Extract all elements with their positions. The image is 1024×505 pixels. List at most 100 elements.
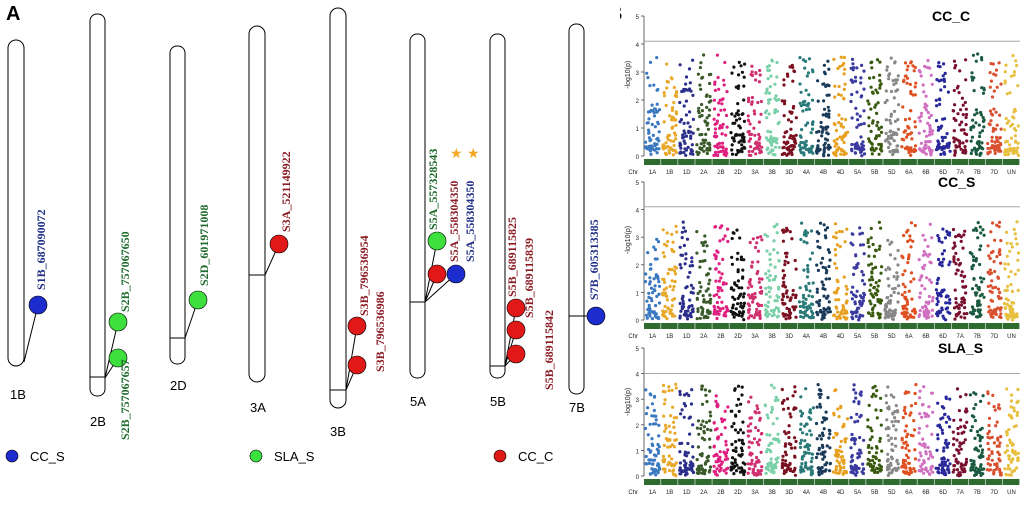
chromosome-strip <box>780 479 798 485</box>
snp-points-2A <box>695 53 713 157</box>
snp-points-1D <box>678 388 696 477</box>
snp-points-3D <box>780 385 798 477</box>
chromosome-tick-label-2A: 2A <box>700 490 707 496</box>
chromosome-name-5A: 5A <box>410 394 426 409</box>
snp-points-5B <box>866 384 884 475</box>
chromosome-strip <box>900 323 917 329</box>
y-tick-label: 4 <box>636 373 640 379</box>
legend-label-sla_s: SLA_S <box>274 449 315 464</box>
snp-points-6A <box>900 221 918 321</box>
marker-dot-S5B_689115842 <box>506 344 526 364</box>
chromosome-strip <box>729 479 746 485</box>
chromosome-tick-label-1A: 1A <box>649 170 656 176</box>
chromosome-strip <box>832 479 849 485</box>
chromosome-tick-label-1B: 1B <box>666 334 673 340</box>
chromosome-tick-label-2B: 2B <box>717 490 724 496</box>
snp-points-4B <box>814 383 833 477</box>
chromosome-strip <box>678 479 695 485</box>
manhattan-layer: 0 1 2 3 4 5 -log10(p) 1A 1B 1D 2A 2B 2D 3A 3B 3D 4A 4B 4D 5… <box>625 8 1021 496</box>
chromosome-strip <box>763 323 781 329</box>
chromosome-strip <box>644 479 661 485</box>
marker-label-S2D_601971008: S2D_601971008 <box>197 205 211 286</box>
snp-points-5D <box>883 56 901 157</box>
chromosome-tick-label-6B: 6B <box>922 334 929 340</box>
snp-points-5D <box>883 238 901 321</box>
chromosome-strip <box>712 159 729 165</box>
marker-dot-S3B_796536954 <box>347 316 367 336</box>
chromosome-strip <box>1002 159 1020 165</box>
chromosome-strip <box>695 159 712 165</box>
snp-points-2D <box>729 60 747 157</box>
chromosome-3B <box>329 7 347 409</box>
chromosome-name-3B: 3B <box>330 424 346 439</box>
chromosome-tick-label-4B: 4B <box>820 334 827 340</box>
legend-dot-cc_s <box>5 449 19 463</box>
snp-points-7A <box>951 227 969 321</box>
chromosome-tick-label-2D: 2D <box>734 334 742 340</box>
snp-points-UN <box>1002 220 1021 322</box>
chromosome-strip <box>917 159 934 165</box>
marker-label-S5B_689115825: S5B_689115825 <box>505 217 519 297</box>
snp-points-7B <box>968 221 986 319</box>
chromosome-strip <box>968 323 986 329</box>
chromosome-strip <box>934 479 952 485</box>
chromosome-strip <box>849 323 866 329</box>
snp-points-1A <box>643 388 662 477</box>
chromosome-tick-label-2D: 2D <box>734 490 742 496</box>
chromosome-tick-label-4B: 4B <box>820 170 827 176</box>
manhattan-plots-panel: B 0 1 2 3 4 5 -log10(p) 1A 1B 1D 2A 2B 2D 3A 3B 3D 4A 4B 4… <box>608 0 1024 500</box>
chromosome-strip <box>934 323 952 329</box>
chromosome-tick-label-4A: 4A <box>803 334 810 340</box>
chromosome-map-svg: A 1B 2B 2D 3A 3B 5A 5B 7B ★ <box>5 3 606 464</box>
chromosome-tick-label-1D: 1D <box>683 490 691 496</box>
marker-dot-S5A_558304350-cc_c <box>427 264 447 284</box>
snp-points-7D <box>986 61 1003 156</box>
snp-points-3A <box>746 395 764 477</box>
chromosome-tick-label-4D: 4D <box>837 334 845 340</box>
legend-label-cc_c: CC_C <box>518 449 553 464</box>
snp-points-3D <box>780 63 798 157</box>
marker-label-S2B_757067657: S2B_757067657 <box>118 359 132 440</box>
snp-points-2D <box>729 228 747 322</box>
snp-points-6B <box>917 385 935 476</box>
marker-dot-S1B_687090072 <box>28 295 48 315</box>
marker-dot-S2B_757067657 <box>108 348 128 368</box>
chromosome-strip <box>934 159 952 165</box>
chromosome-tick-label-3D: 3D <box>785 170 793 176</box>
snp-points-4B <box>815 221 833 321</box>
chromosome-strip <box>883 159 900 165</box>
snp-points-6B <box>917 222 935 320</box>
snp-points-2A <box>695 384 713 476</box>
manhattan-panel-title: SLA_S <box>938 340 983 356</box>
chromosome-tick-label-5A: 5A <box>854 170 861 176</box>
y-tick-label: 2 <box>636 424 640 430</box>
snp-points-6D <box>934 61 952 156</box>
chromosome-tick-label-UN: UN <box>1007 490 1016 496</box>
chromosome-strip <box>763 479 781 485</box>
chromosome-strip <box>985 479 1003 485</box>
chromosome-tick-label-6A: 6A <box>905 334 912 340</box>
snp-points-1B <box>661 382 679 478</box>
chromosome-strip <box>661 479 678 485</box>
snp-points-5A <box>849 226 867 322</box>
chromosome-strip <box>678 323 695 329</box>
chromosome-tick-label-3D: 3D <box>785 334 793 340</box>
chromosome-strip <box>780 323 798 329</box>
snp-points-4A <box>798 387 816 477</box>
chromosome-tick-label-4B: 4B <box>820 490 827 496</box>
chromosome-tick-label-5A: 5A <box>854 334 861 340</box>
chromosome-strip <box>814 159 832 165</box>
chromosome-name-5B: 5B <box>490 394 506 409</box>
snp-points-6D <box>934 395 952 477</box>
chromosome-tick-label-7D: 7D <box>991 490 999 496</box>
chromosome-strip <box>712 479 729 485</box>
y-axis-label: -log10(p) <box>625 226 632 254</box>
chromosome-strip <box>951 323 969 329</box>
snp-points-6B <box>917 58 935 157</box>
marker-dot-S3A_521149922 <box>269 234 289 254</box>
chromosome-name-7B: 7B <box>569 400 585 415</box>
snp-points-1D <box>678 58 696 157</box>
chromosome-5B <box>489 33 506 379</box>
chromosome-tick-label-6A: 6A <box>905 490 912 496</box>
chromosome-name-2B: 2B <box>90 414 106 429</box>
